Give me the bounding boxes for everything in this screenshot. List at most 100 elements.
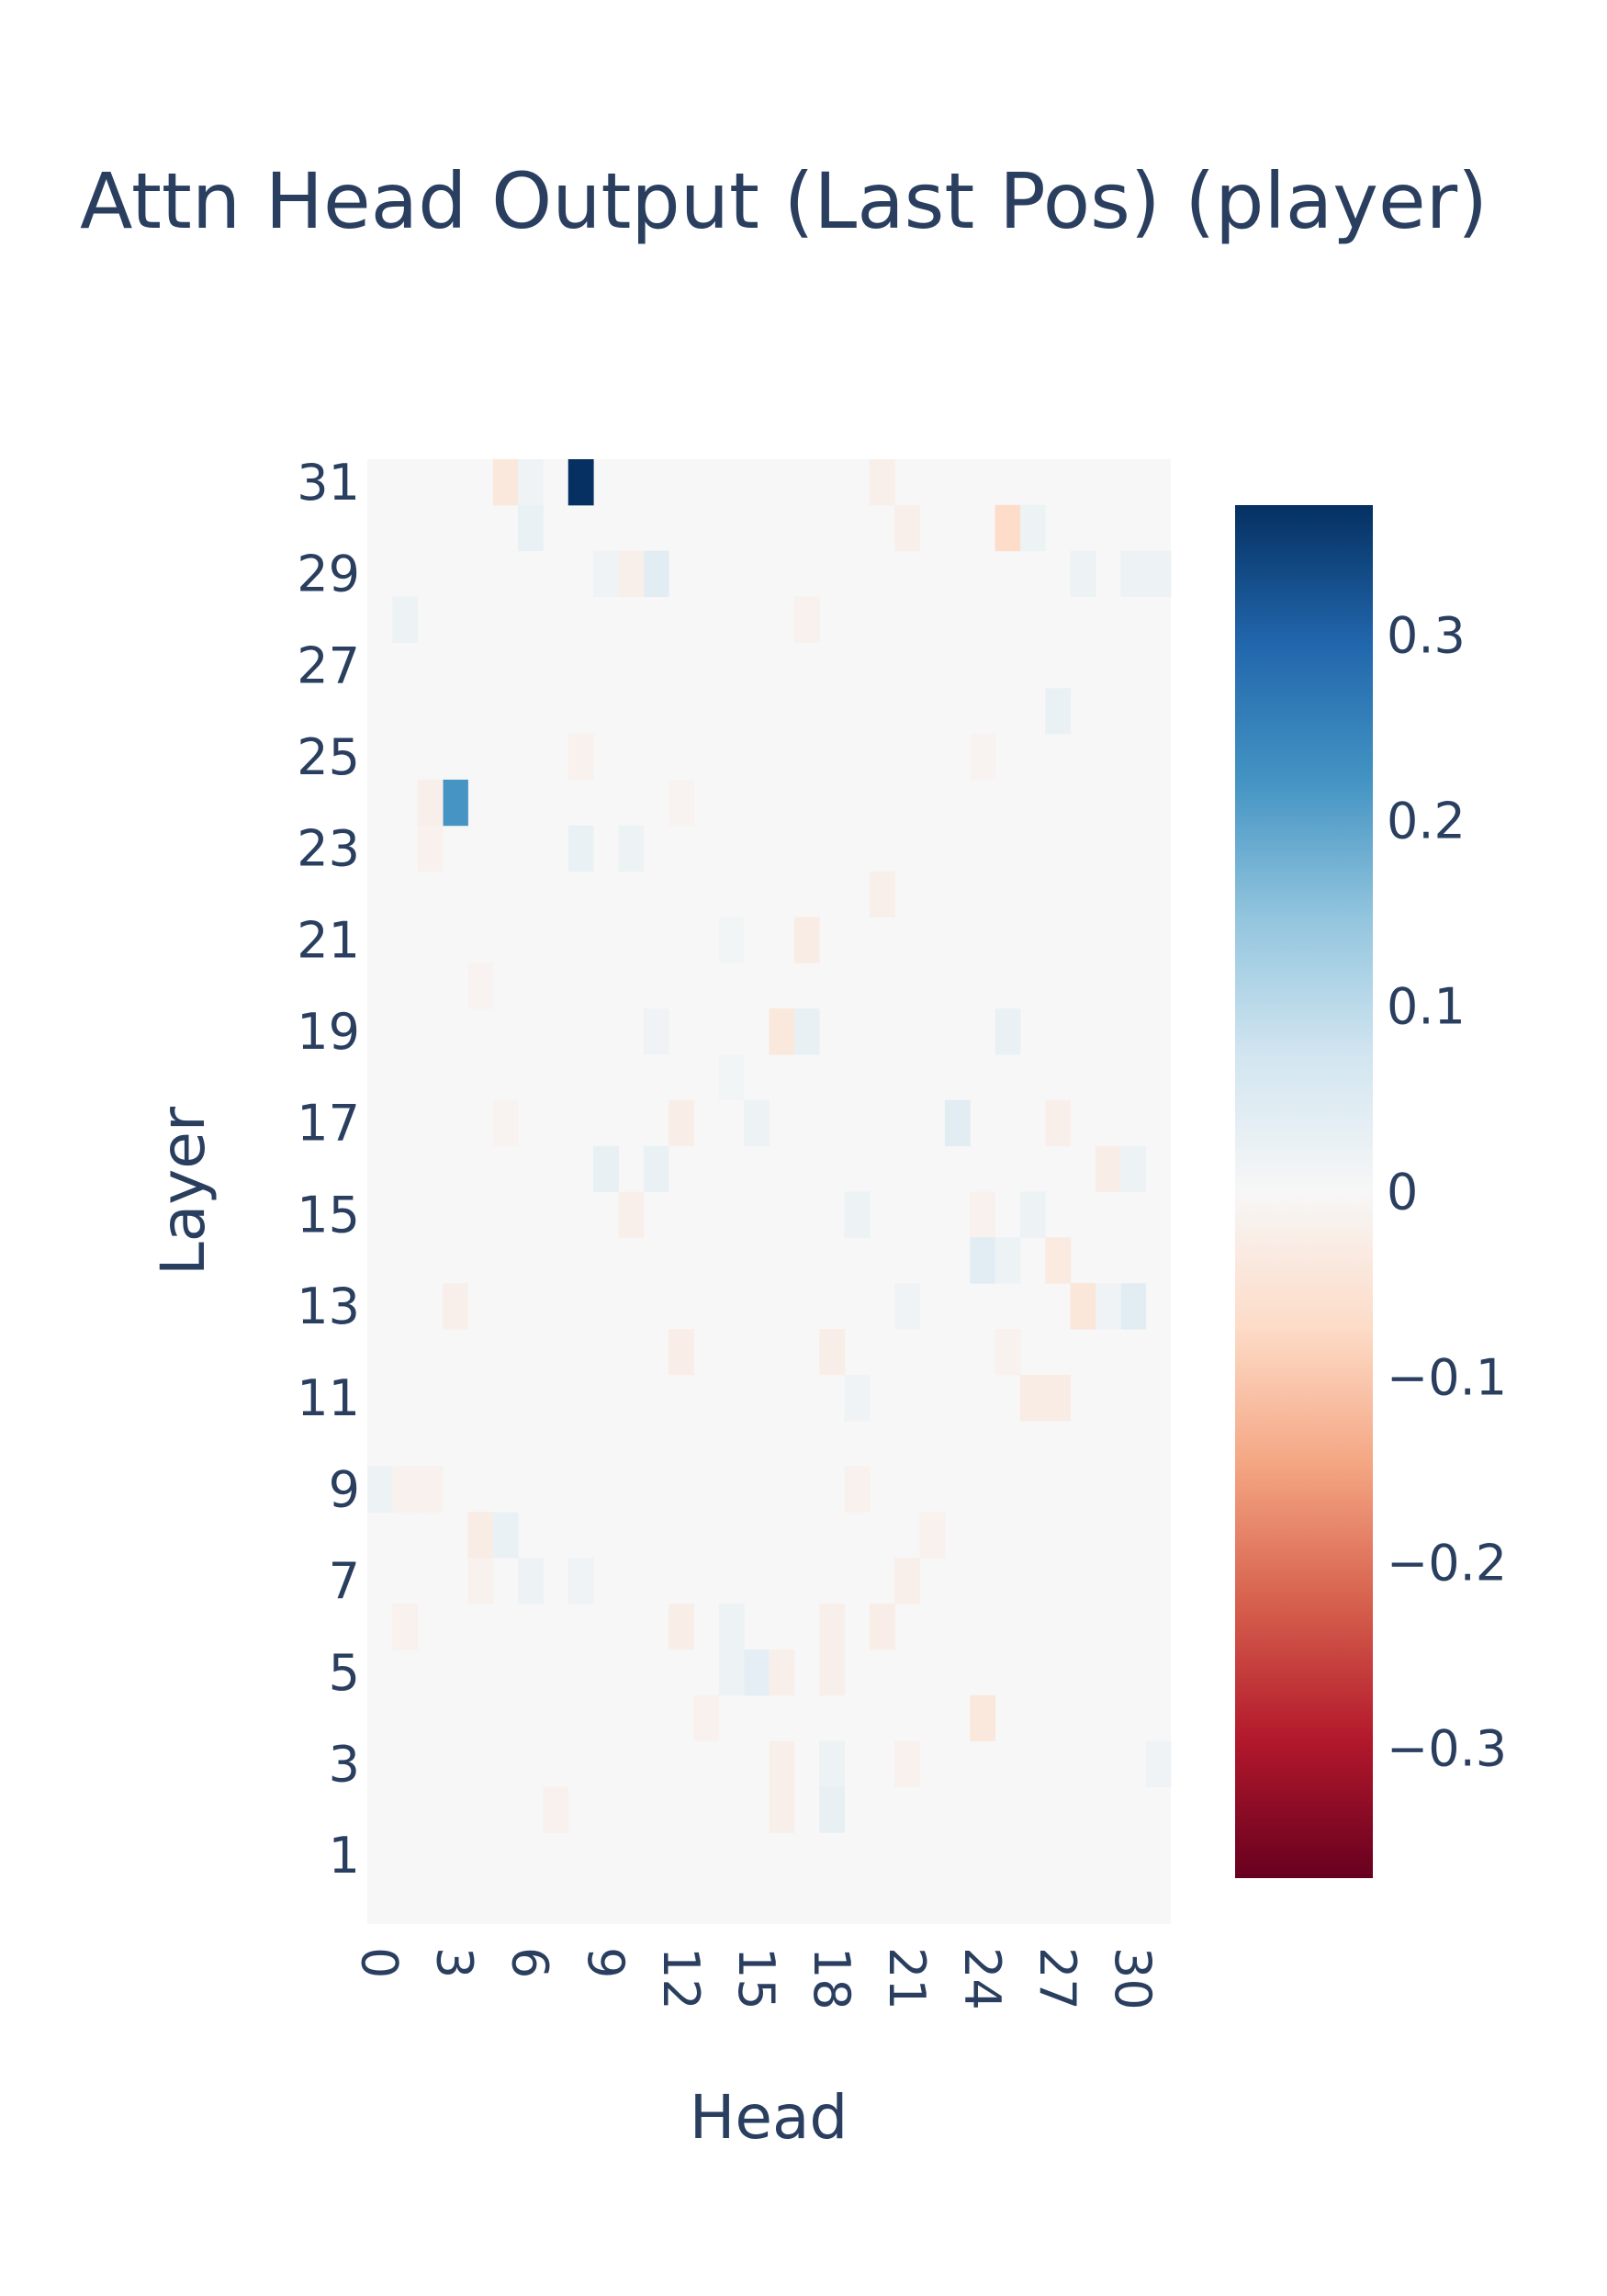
heatmap-cell <box>492 1099 519 1147</box>
heatmap-cell <box>518 1558 544 1604</box>
y-tick-label: 7 <box>329 1552 360 1610</box>
x-tick-label: 3 <box>426 1947 484 1978</box>
heatmap-cell <box>417 779 444 827</box>
heatmap-cell <box>543 1786 569 1833</box>
heatmap-cell <box>793 1008 820 1055</box>
heatmap-cell <box>1145 550 1172 598</box>
heatmap-cell <box>568 734 594 781</box>
x-tick-label: 18 <box>803 1947 860 2010</box>
heatmap-cell <box>568 459 594 506</box>
heatmap-cell <box>618 825 645 872</box>
colorbar: 0.3 0.2 0.1 0 −0.1 −0.2 −0.3 <box>1235 505 1507 1878</box>
x-tick-label: 0 <box>351 1947 409 1978</box>
heatmap-cell <box>970 1694 996 1742</box>
colorbar-tick-label: 0.3 <box>1387 606 1466 664</box>
x-tick-label: 30 <box>1104 1947 1162 2010</box>
heatmap-cell <box>970 734 996 781</box>
heatmap-cell <box>769 1786 795 1833</box>
heatmap-cell <box>693 1694 720 1742</box>
heatmap-cell <box>392 1466 419 1513</box>
heatmap-cell <box>995 1008 1021 1055</box>
heatmap-cell <box>467 1512 494 1559</box>
heatmap-cell <box>643 1145 669 1192</box>
heatmap-cell <box>492 1512 519 1559</box>
x-axis-ticks: 0 3 6 9 12 15 18 21 24 27 30 <box>351 1947 1162 2010</box>
heatmap-cell <box>392 1604 419 1650</box>
colorbar-tick-label: −0.3 <box>1387 1720 1507 1778</box>
heatmap-cell <box>1070 550 1096 598</box>
heatmap-cell <box>793 596 820 643</box>
heatmap-cell <box>1120 550 1147 598</box>
heatmap-cell <box>568 1558 594 1604</box>
heatmap-cell <box>819 1329 846 1376</box>
heatmap-cell <box>869 1604 895 1650</box>
heatmap-cell <box>593 1145 619 1192</box>
heatmap-cell <box>492 459 519 506</box>
heatmap-cell <box>568 825 594 872</box>
heatmap-cell <box>944 1099 971 1147</box>
heatmap-cell <box>894 1283 921 1330</box>
heatmap-cell <box>894 1558 921 1604</box>
x-tick-label: 27 <box>1028 1947 1086 2010</box>
heatmap-cell <box>669 779 694 827</box>
y-tick-label: 17 <box>297 1095 360 1153</box>
heatmap-cell <box>1019 1374 1046 1422</box>
chart-title: Attn Head Output (Last Pos) (player) <box>80 156 1488 246</box>
y-tick-label: 9 <box>329 1461 360 1519</box>
heatmap-cell <box>718 1649 745 1696</box>
y-tick-label: 23 <box>297 820 360 878</box>
heatmap-cell <box>1095 1145 1121 1192</box>
heatmap-cell <box>1145 1740 1172 1787</box>
y-tick-label: 21 <box>297 911 360 969</box>
heatmap-cell <box>769 1649 795 1696</box>
colorbar-tick-label: 0 <box>1387 1164 1418 1221</box>
heatmap-cell <box>1045 1374 1072 1422</box>
heatmap-cell <box>618 550 645 598</box>
heatmap-cell <box>669 1604 694 1650</box>
x-tick-label: 21 <box>878 1947 936 2010</box>
y-tick-label: 3 <box>329 1736 360 1794</box>
heatmap-cell <box>1019 1191 1046 1238</box>
heatmap-background <box>367 459 1171 1924</box>
heatmap-cell <box>1120 1283 1147 1330</box>
colorbar-tick-label: −0.2 <box>1387 1535 1507 1593</box>
heatmap-cell <box>844 1374 871 1422</box>
colorbar-tick-label: 0.1 <box>1387 978 1466 1036</box>
heatmap-cell <box>819 1649 846 1696</box>
heatmap-cell <box>643 1008 669 1055</box>
x-tick-label: 12 <box>652 1947 710 2010</box>
y-tick-label: 19 <box>297 1003 360 1061</box>
heatmap-plot-area <box>367 459 1172 1924</box>
colorbar-gradient <box>1235 505 1373 1878</box>
heatmap-cell <box>995 504 1021 552</box>
heatmap-cell <box>417 825 444 872</box>
x-tick-label: 24 <box>953 1947 1011 2010</box>
y-tick-label: 15 <box>297 1186 360 1244</box>
heatmap-cell <box>718 1053 745 1101</box>
heatmap-cell <box>744 1649 770 1696</box>
heatmap-cell <box>970 1237 996 1284</box>
heatmap-cell <box>1095 1283 1121 1330</box>
heatmap-cell <box>819 1740 846 1787</box>
heatmap-cell <box>844 1191 871 1238</box>
heatmap-cell <box>1045 1099 1072 1147</box>
heatmap-cells <box>367 459 1172 1833</box>
heatmap-cell <box>1045 1237 1072 1284</box>
x-axis-title: Head <box>690 2082 848 2153</box>
y-tick-label: 31 <box>297 454 360 512</box>
y-tick-label: 25 <box>297 728 360 786</box>
heatmap-cell <box>869 871 895 917</box>
heatmap-cell <box>970 1191 996 1238</box>
heatmap-cell <box>744 1099 770 1147</box>
y-tick-label: 13 <box>297 1277 360 1335</box>
heatmap-cell <box>919 1512 946 1559</box>
heatmap-cell <box>894 1740 921 1787</box>
heatmap-cell <box>894 504 921 552</box>
heatmap-cell <box>819 1604 846 1650</box>
heatmap-cell <box>518 504 544 552</box>
heatmap-cell <box>593 550 619 598</box>
heatmap-cell <box>1019 504 1046 552</box>
heatmap-cell <box>669 1099 694 1147</box>
